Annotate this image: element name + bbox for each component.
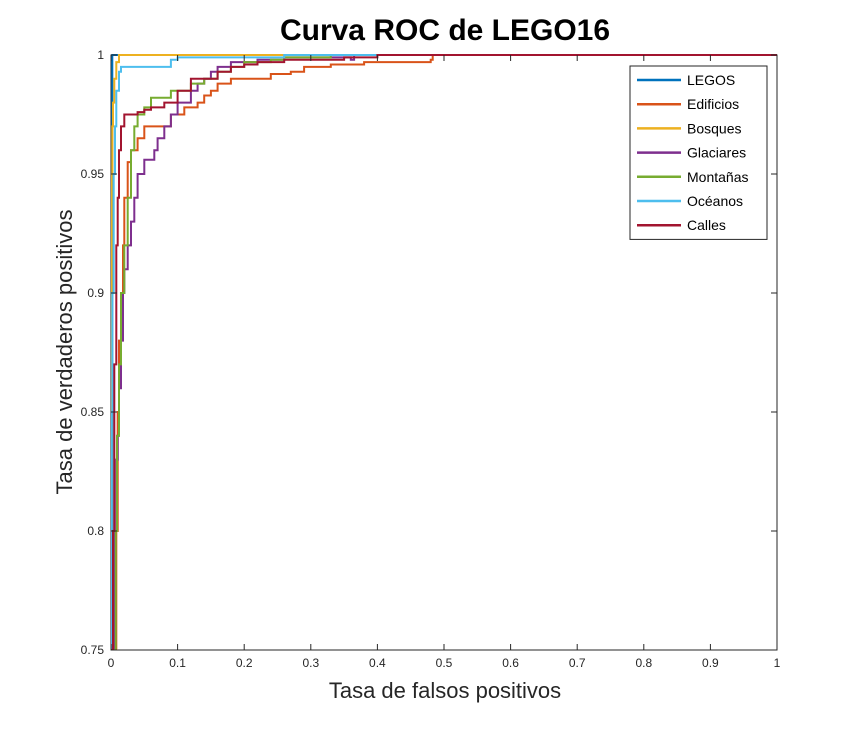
x-tick-label: 0.3 bbox=[302, 656, 319, 670]
x-tick-label: 1 bbox=[774, 656, 781, 670]
legend-label: Bosques bbox=[687, 120, 741, 136]
y-axis-label: Tasa de verdaderos positivos bbox=[52, 210, 77, 495]
y-tick-label: 0.75 bbox=[81, 643, 105, 657]
x-tick-label: 0.4 bbox=[369, 656, 386, 670]
legend-label: Océanos bbox=[687, 193, 743, 209]
x-tick-label: 0.2 bbox=[236, 656, 253, 670]
x-tick-label: 0.6 bbox=[502, 656, 519, 670]
y-tick-label: 0.95 bbox=[81, 167, 105, 181]
x-tick-label: 0.9 bbox=[702, 656, 719, 670]
x-tick-label: 0.5 bbox=[436, 656, 453, 670]
legend-label: Calles bbox=[687, 217, 726, 233]
legend-label: Glaciares bbox=[687, 145, 746, 161]
y-tick-label: 0.85 bbox=[81, 405, 105, 419]
axis-ticks: 0 0.1 0.2 0.3 0.4 0.5 0.6 0.7 0.8 0.9 1 0.75 0.8 0.85… bbox=[81, 48, 781, 670]
x-tick-label: 0 bbox=[108, 656, 115, 670]
x-axis-label: Tasa de falsos positivos bbox=[329, 678, 561, 703]
legend-label: LEGOS bbox=[687, 72, 735, 88]
y-tick-label: 0.9 bbox=[87, 286, 104, 300]
x-tick-label: 0.8 bbox=[635, 656, 652, 670]
chart-title: Curva ROC de LEGO16 bbox=[280, 14, 610, 47]
series-line-edificios bbox=[112, 54, 777, 650]
series-line-calles bbox=[111, 54, 777, 650]
legend-label: Montañas bbox=[687, 169, 748, 185]
legend-label: Edificios bbox=[687, 96, 739, 112]
y-tick-label: 1 bbox=[97, 48, 104, 62]
y-tick-label: 0.8 bbox=[87, 524, 104, 538]
x-tick-label: 0.1 bbox=[169, 656, 186, 670]
legend: LEGOS Edificios Bosques Glaciares Montañas Oc… bbox=[629, 65, 768, 240]
x-tick-label: 0.7 bbox=[569, 656, 586, 670]
